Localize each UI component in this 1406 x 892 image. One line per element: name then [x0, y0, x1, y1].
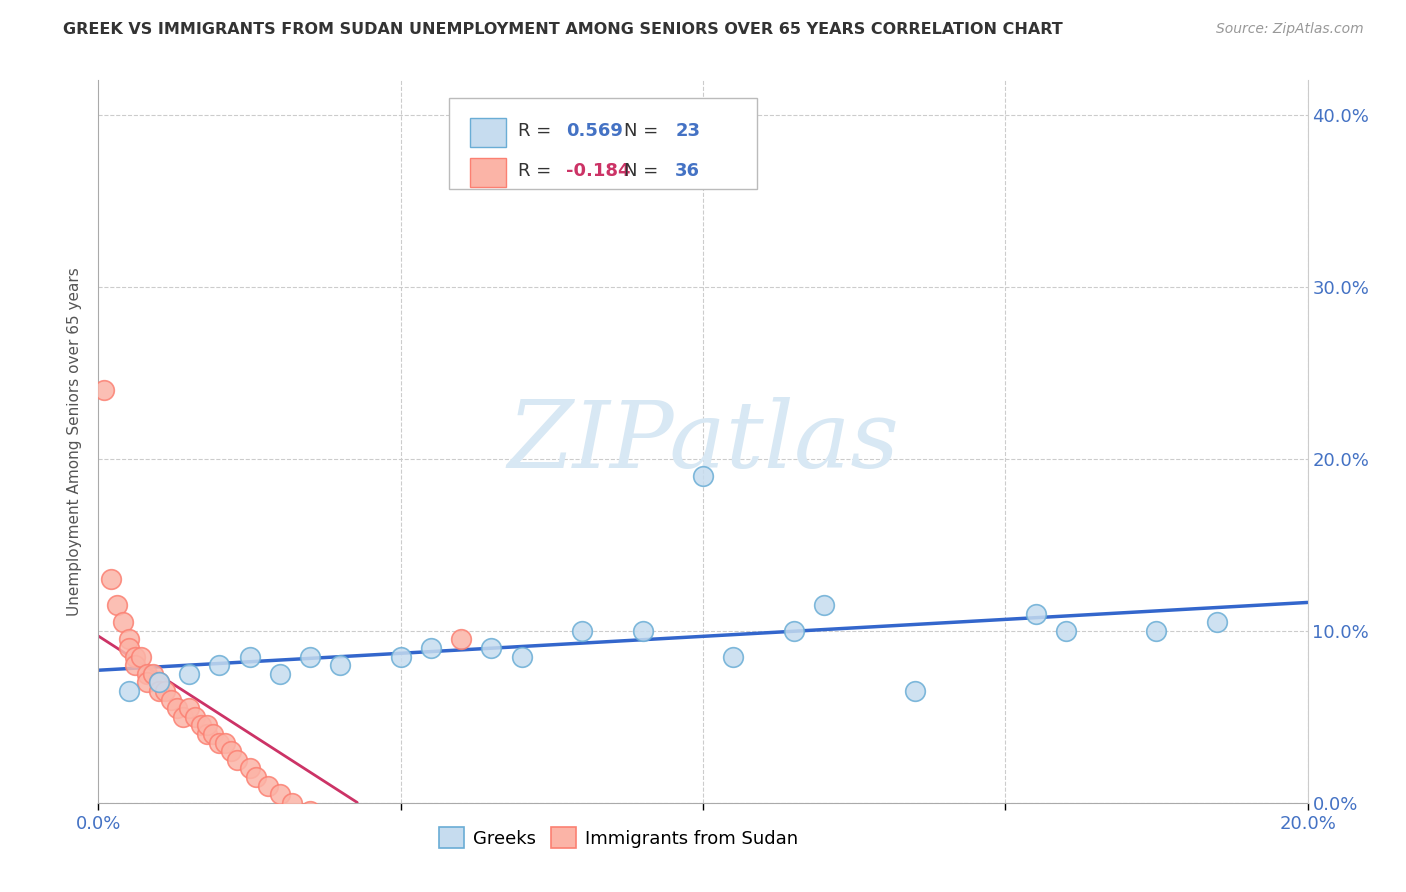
Text: GREEK VS IMMIGRANTS FROM SUDAN UNEMPLOYMENT AMONG SENIORS OVER 65 YEARS CORRELAT: GREEK VS IMMIGRANTS FROM SUDAN UNEMPLOYM… [63, 22, 1063, 37]
Point [124, 658, 146, 673]
Point [631, 624, 654, 638]
Point [208, 735, 231, 749]
Point [269, 666, 291, 681]
Point [269, 787, 291, 801]
Text: N =: N = [624, 121, 665, 140]
Point [202, 727, 225, 741]
Point [195, 718, 218, 732]
Point [153, 684, 176, 698]
Point [135, 666, 157, 681]
FancyBboxPatch shape [470, 118, 506, 146]
Point [245, 770, 267, 784]
Point [221, 744, 243, 758]
Point [510, 649, 533, 664]
FancyBboxPatch shape [449, 98, 758, 189]
Point [783, 624, 806, 638]
Point [329, 658, 352, 673]
Legend: Greeks, Immigrants from Sudan: Greeks, Immigrants from Sudan [432, 820, 806, 855]
Point [179, 666, 201, 681]
Point [195, 727, 218, 741]
Point [256, 779, 278, 793]
Point [420, 640, 443, 655]
Point [129, 649, 152, 664]
Point [692, 469, 714, 483]
Point [389, 649, 412, 664]
Point [184, 710, 207, 724]
Point [105, 598, 128, 612]
Point [160, 692, 183, 706]
Point [226, 753, 249, 767]
Point [1024, 607, 1046, 621]
Text: N =: N = [624, 162, 665, 180]
Point [450, 632, 472, 647]
Text: 23: 23 [675, 121, 700, 140]
Point [124, 649, 146, 664]
Point [239, 649, 262, 664]
Point [1054, 624, 1077, 638]
Point [148, 675, 170, 690]
Point [239, 761, 262, 775]
Point [148, 675, 170, 690]
Point [118, 684, 141, 698]
Text: 0.569: 0.569 [567, 121, 623, 140]
Text: -0.184: -0.184 [567, 162, 631, 180]
Point [118, 640, 141, 655]
Point [723, 649, 745, 664]
Point [172, 710, 194, 724]
Point [111, 615, 134, 630]
Text: 36: 36 [675, 162, 700, 180]
Point [281, 796, 304, 810]
Point [299, 649, 322, 664]
Text: R =: R = [517, 121, 557, 140]
Point [100, 572, 122, 586]
Text: R =: R = [517, 162, 557, 180]
Point [1206, 615, 1229, 630]
Point [118, 632, 141, 647]
Text: ZIPatlas: ZIPatlas [508, 397, 898, 486]
Point [142, 666, 165, 681]
FancyBboxPatch shape [470, 159, 506, 187]
Point [571, 624, 593, 638]
Point [166, 701, 188, 715]
Point [179, 701, 201, 715]
Point [190, 718, 212, 732]
Point [148, 684, 170, 698]
Y-axis label: Unemployment Among Seniors over 65 years: Unemployment Among Seniors over 65 years [67, 268, 83, 615]
Point [316, 813, 339, 827]
Point [1144, 624, 1167, 638]
Point [904, 684, 927, 698]
Point [135, 675, 157, 690]
Point [93, 383, 115, 397]
Point [813, 598, 835, 612]
Text: Source: ZipAtlas.com: Source: ZipAtlas.com [1216, 22, 1364, 37]
Point [481, 640, 503, 655]
Point [208, 658, 231, 673]
Point [299, 805, 322, 819]
Point [214, 735, 236, 749]
